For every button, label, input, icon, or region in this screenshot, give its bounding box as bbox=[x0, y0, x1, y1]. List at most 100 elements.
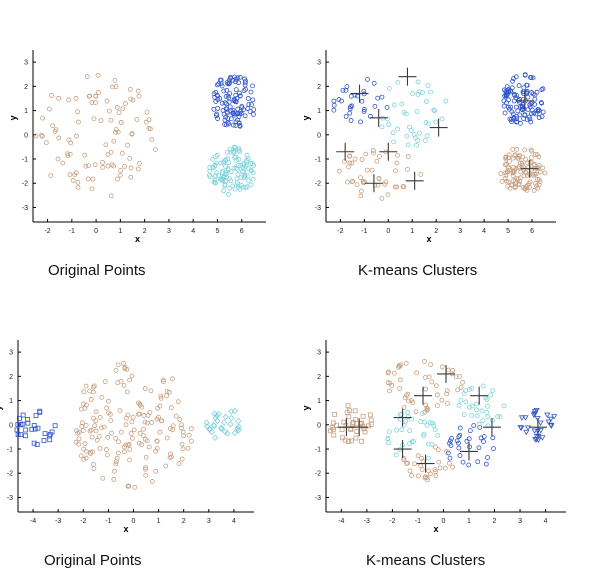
data-point bbox=[226, 99, 232, 105]
data-point bbox=[39, 133, 45, 139]
data-point bbox=[179, 422, 185, 428]
data-point bbox=[29, 426, 35, 432]
data-point bbox=[533, 437, 540, 443]
data-point bbox=[512, 92, 517, 97]
y-tick-label: -2 bbox=[7, 471, 13, 478]
data-point bbox=[469, 403, 475, 409]
data-point bbox=[216, 173, 221, 179]
data-point bbox=[410, 91, 415, 96]
data-point bbox=[540, 86, 546, 92]
data-point bbox=[463, 399, 469, 405]
data-point bbox=[81, 456, 87, 462]
data-point bbox=[488, 392, 494, 398]
data-point bbox=[428, 362, 434, 368]
data-point bbox=[20, 412, 26, 418]
data-point bbox=[354, 182, 360, 188]
data-point bbox=[514, 146, 520, 152]
data-point bbox=[242, 76, 248, 82]
y-tick-label: -3 bbox=[22, 205, 28, 212]
data-point bbox=[42, 431, 48, 437]
data-point bbox=[215, 116, 220, 121]
data-point bbox=[78, 453, 84, 459]
data-point bbox=[79, 424, 85, 429]
data-point bbox=[436, 459, 442, 465]
data-point bbox=[143, 465, 148, 471]
data-point bbox=[386, 369, 391, 375]
y-tick-label: -1 bbox=[7, 447, 13, 454]
data-point bbox=[16, 415, 22, 421]
data-point bbox=[534, 415, 541, 422]
data-point bbox=[519, 160, 525, 166]
data-point bbox=[444, 449, 449, 455]
data-point bbox=[149, 420, 155, 425]
data-point bbox=[224, 87, 230, 93]
x-tick-label: -1 bbox=[69, 228, 75, 235]
data-point bbox=[203, 419, 210, 426]
data-point bbox=[514, 116, 519, 122]
data-point bbox=[531, 110, 537, 116]
data-point bbox=[125, 412, 131, 418]
data-point bbox=[353, 417, 359, 423]
data-point bbox=[218, 77, 224, 83]
data-point bbox=[115, 129, 121, 135]
chart-bottom-right: -4 -3 -2 -1 0 1 2 3 4 -3 -2 -1 0 1 2 3 x y bbox=[301, 340, 566, 534]
data-point bbox=[399, 101, 405, 107]
data-point bbox=[343, 87, 349, 93]
x-tick-label: -2 bbox=[337, 228, 343, 235]
x-tick-label: -1 bbox=[105, 518, 111, 525]
data-point bbox=[428, 471, 433, 477]
centroid-marker bbox=[528, 418, 547, 437]
data-point bbox=[408, 398, 414, 404]
data-point bbox=[93, 93, 99, 99]
data-point bbox=[236, 184, 241, 190]
x-tick-label: 6 bbox=[240, 228, 244, 235]
data-point bbox=[85, 176, 91, 182]
data-point bbox=[331, 432, 337, 438]
data-point bbox=[158, 418, 164, 424]
data-point bbox=[445, 367, 451, 373]
data-point bbox=[86, 93, 92, 99]
data-point bbox=[109, 430, 114, 436]
data-point bbox=[545, 419, 552, 425]
data-point bbox=[88, 427, 94, 433]
data-point bbox=[241, 88, 247, 93]
data-point bbox=[116, 439, 121, 445]
data-point bbox=[387, 380, 393, 386]
data-point bbox=[127, 87, 133, 92]
data-point bbox=[50, 123, 56, 129]
data-point bbox=[228, 116, 234, 122]
data-point bbox=[401, 109, 407, 115]
data-point bbox=[242, 113, 248, 119]
data-point bbox=[175, 399, 181, 405]
data-point bbox=[100, 159, 106, 165]
data-point bbox=[40, 115, 45, 121]
data-point bbox=[93, 409, 99, 415]
data-point bbox=[144, 109, 150, 115]
data-point bbox=[126, 483, 131, 489]
data-point bbox=[427, 420, 433, 425]
data-point bbox=[518, 120, 523, 126]
data-point bbox=[391, 102, 397, 108]
data-point bbox=[499, 179, 505, 184]
data-point bbox=[137, 411, 142, 417]
data-point bbox=[210, 164, 216, 170]
y-tick-label: 1 bbox=[24, 108, 28, 115]
data-point bbox=[207, 168, 213, 174]
data-point bbox=[213, 89, 219, 95]
data-point bbox=[231, 150, 236, 155]
data-point bbox=[100, 475, 106, 481]
data-point bbox=[244, 157, 249, 163]
data-point bbox=[413, 409, 419, 415]
data-point bbox=[83, 402, 89, 408]
data-point bbox=[243, 163, 249, 169]
data-point bbox=[386, 122, 392, 127]
data-point bbox=[484, 409, 490, 415]
y-tick-label: -2 bbox=[315, 181, 321, 188]
data-point bbox=[460, 459, 466, 465]
data-point bbox=[476, 421, 482, 427]
data-point bbox=[185, 445, 191, 451]
data-point bbox=[91, 466, 97, 472]
data-point bbox=[250, 97, 256, 103]
data-point bbox=[230, 122, 236, 128]
